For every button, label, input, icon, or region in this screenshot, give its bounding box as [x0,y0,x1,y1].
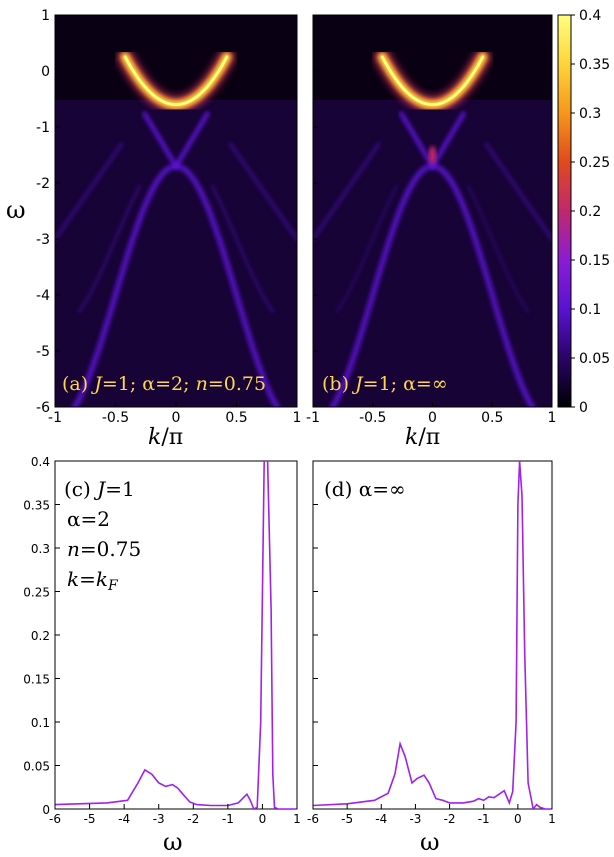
x-tick-label-c: 0 [259,812,267,826]
panel-d-label: (d) α=∞ [324,477,406,501]
spectrum-line-c [55,461,297,809]
band-cross-left [398,111,435,169]
y-tick-label-a: 0 [41,64,50,80]
panel-c-legend-alpha: α=2 [67,507,110,531]
x-tick-label-c: -4 [118,812,130,826]
panel-c-frame [54,460,298,810]
band-cross-right [430,111,467,169]
panel-d-frame [312,460,553,810]
xlabel-c: ω [163,828,183,856]
y-tick-label-c: 0.05 [23,760,50,774]
panel-c-legend-k: k=kF [67,567,119,594]
band-upper-right [483,141,552,242]
spectrum-line-d [313,461,552,809]
line-panel-c: (c) J=1 α=2 n=0.75 k=kF [54,460,298,810]
band-mid-left [77,184,142,314]
panel-c-legend-n: n=0.75 [67,537,141,561]
line-panel-d: (d) α=∞ [312,460,553,810]
heatmap-b-label: (b) J=1; α=∞ [322,373,448,395]
colorbar-tick-label: 0.05 [579,351,610,367]
y-tick-label-a: -3 [36,232,50,248]
x-tick-label-b: 0 [428,410,437,426]
xlabel-b: k/π [405,425,440,450]
x-tick-label-a: -1 [48,410,62,426]
y-tick-label-c: 0.2 [31,629,50,643]
x-tick-label-a: 0.5 [225,410,247,426]
band-upper-right [227,141,297,242]
x-tick-label-c: 1 [293,812,301,826]
y-tick-label-a: -4 [36,288,50,304]
xlabel-d: ω [420,828,440,856]
colorbar-tick-label: 0.2 [579,204,601,220]
colorbar-ticks: 0.4 0.35 0.3 0.25 0.2 0.15 0.1 0.05 0 [571,8,610,416]
colorbar: 0.4 0.35 0.3 0.25 0.2 0.15 0.1 0.05 0 [557,8,610,416]
y-tick-label-c: 0.15 [23,673,50,687]
colorbar-tick-label: 0.15 [579,253,610,269]
colorbar-tick-label: 0.3 [579,106,601,122]
band-upper-left [55,141,125,242]
band-mid-right [210,184,275,314]
x-tick-label-b: -0.5 [359,410,386,426]
y-tick-label-c: 0 [42,803,50,817]
band-parabola-core [380,55,485,107]
colorbar-tick-label: 0.4 [579,8,601,24]
x-tick-label-d: -3 [409,812,421,826]
band-parabola-core [123,55,229,107]
heatmap-a-glow [55,100,297,407]
colorbar-tick-label: 0.35 [579,57,610,73]
heatmap-b: (b) J=1; α=∞ [312,14,553,408]
y-tick-label-a: -6 [36,400,50,416]
x-tick-label-d: -6 [307,812,319,826]
x-tick-label-b: 0.5 [481,410,503,426]
heatmap-a-label: (a) J=1; α=2; n=0.75 [62,373,266,395]
x-tick-label-d: -2 [444,812,456,826]
x-tick-label-c: -2 [187,812,199,826]
x-tick-label-c: -1 [222,812,234,826]
x-tick-label-d: -5 [341,812,353,826]
band-crossing-spot [428,146,437,164]
y-tick-label-a: 1 [41,8,50,24]
x-tick-label-a: 0 [172,410,181,426]
heatmap-a-bands [55,49,297,407]
x-tick-label-a: -0.5 [102,410,129,426]
x-tick-label-d: -4 [375,812,387,826]
y-tick-label-a: -2 [36,176,50,192]
x-tick-label-c: -5 [84,812,96,826]
band-cross-right [173,111,210,169]
x-tick-label-d: 0 [514,812,522,826]
x-tick-label-d: 1 [548,812,556,826]
axes-top: 10-1-2-3-4-5-6-1 -0.5 0 0.5 1 -1 -0.5 0 0.5 1 [36,8,556,426]
y-tick-label-c: 0.4 [31,455,50,469]
band-mid-left [334,184,399,314]
x-tick-label-a: 1 [293,410,302,426]
y-tick-label-a: -5 [36,344,50,360]
heatmap-a: (a) J=1; α=2; n=0.75 [54,14,298,408]
colorbar-tick-label: 0.1 [579,302,601,318]
x-tick-label-b: -1 [306,410,320,426]
band-cross-left [142,111,179,169]
ylabel-top: ω [6,196,26,224]
colorbar-tick-label: 0 [579,400,588,416]
panel-c-label: (c) J=1 [64,477,135,501]
band-upper-left [313,141,382,242]
axes-bottom: 0.40.350.30.250.20.150.10.050-6 -5 -4 -3 -2-… [23,455,556,826]
y-tick-label-c: 0.25 [23,586,50,600]
y-tick-label-c: 0.35 [23,499,50,513]
x-tick-label-c: -3 [153,812,165,826]
colorbar-tick-label: 0.25 [579,155,610,171]
y-tick-label-c: 0.1 [31,716,50,730]
xlabel-a: k/π [148,425,183,450]
colorbar-gradient [557,14,572,408]
band-mid-right [466,184,531,314]
x-tick-label-c: -6 [49,812,61,826]
y-tick-label-c: 0.3 [31,542,50,556]
x-tick-label-d: -1 [478,812,490,826]
heatmap-b-bands [313,49,552,407]
x-tick-label-b: 1 [548,410,557,426]
y-tick-label-a: -1 [36,120,50,136]
